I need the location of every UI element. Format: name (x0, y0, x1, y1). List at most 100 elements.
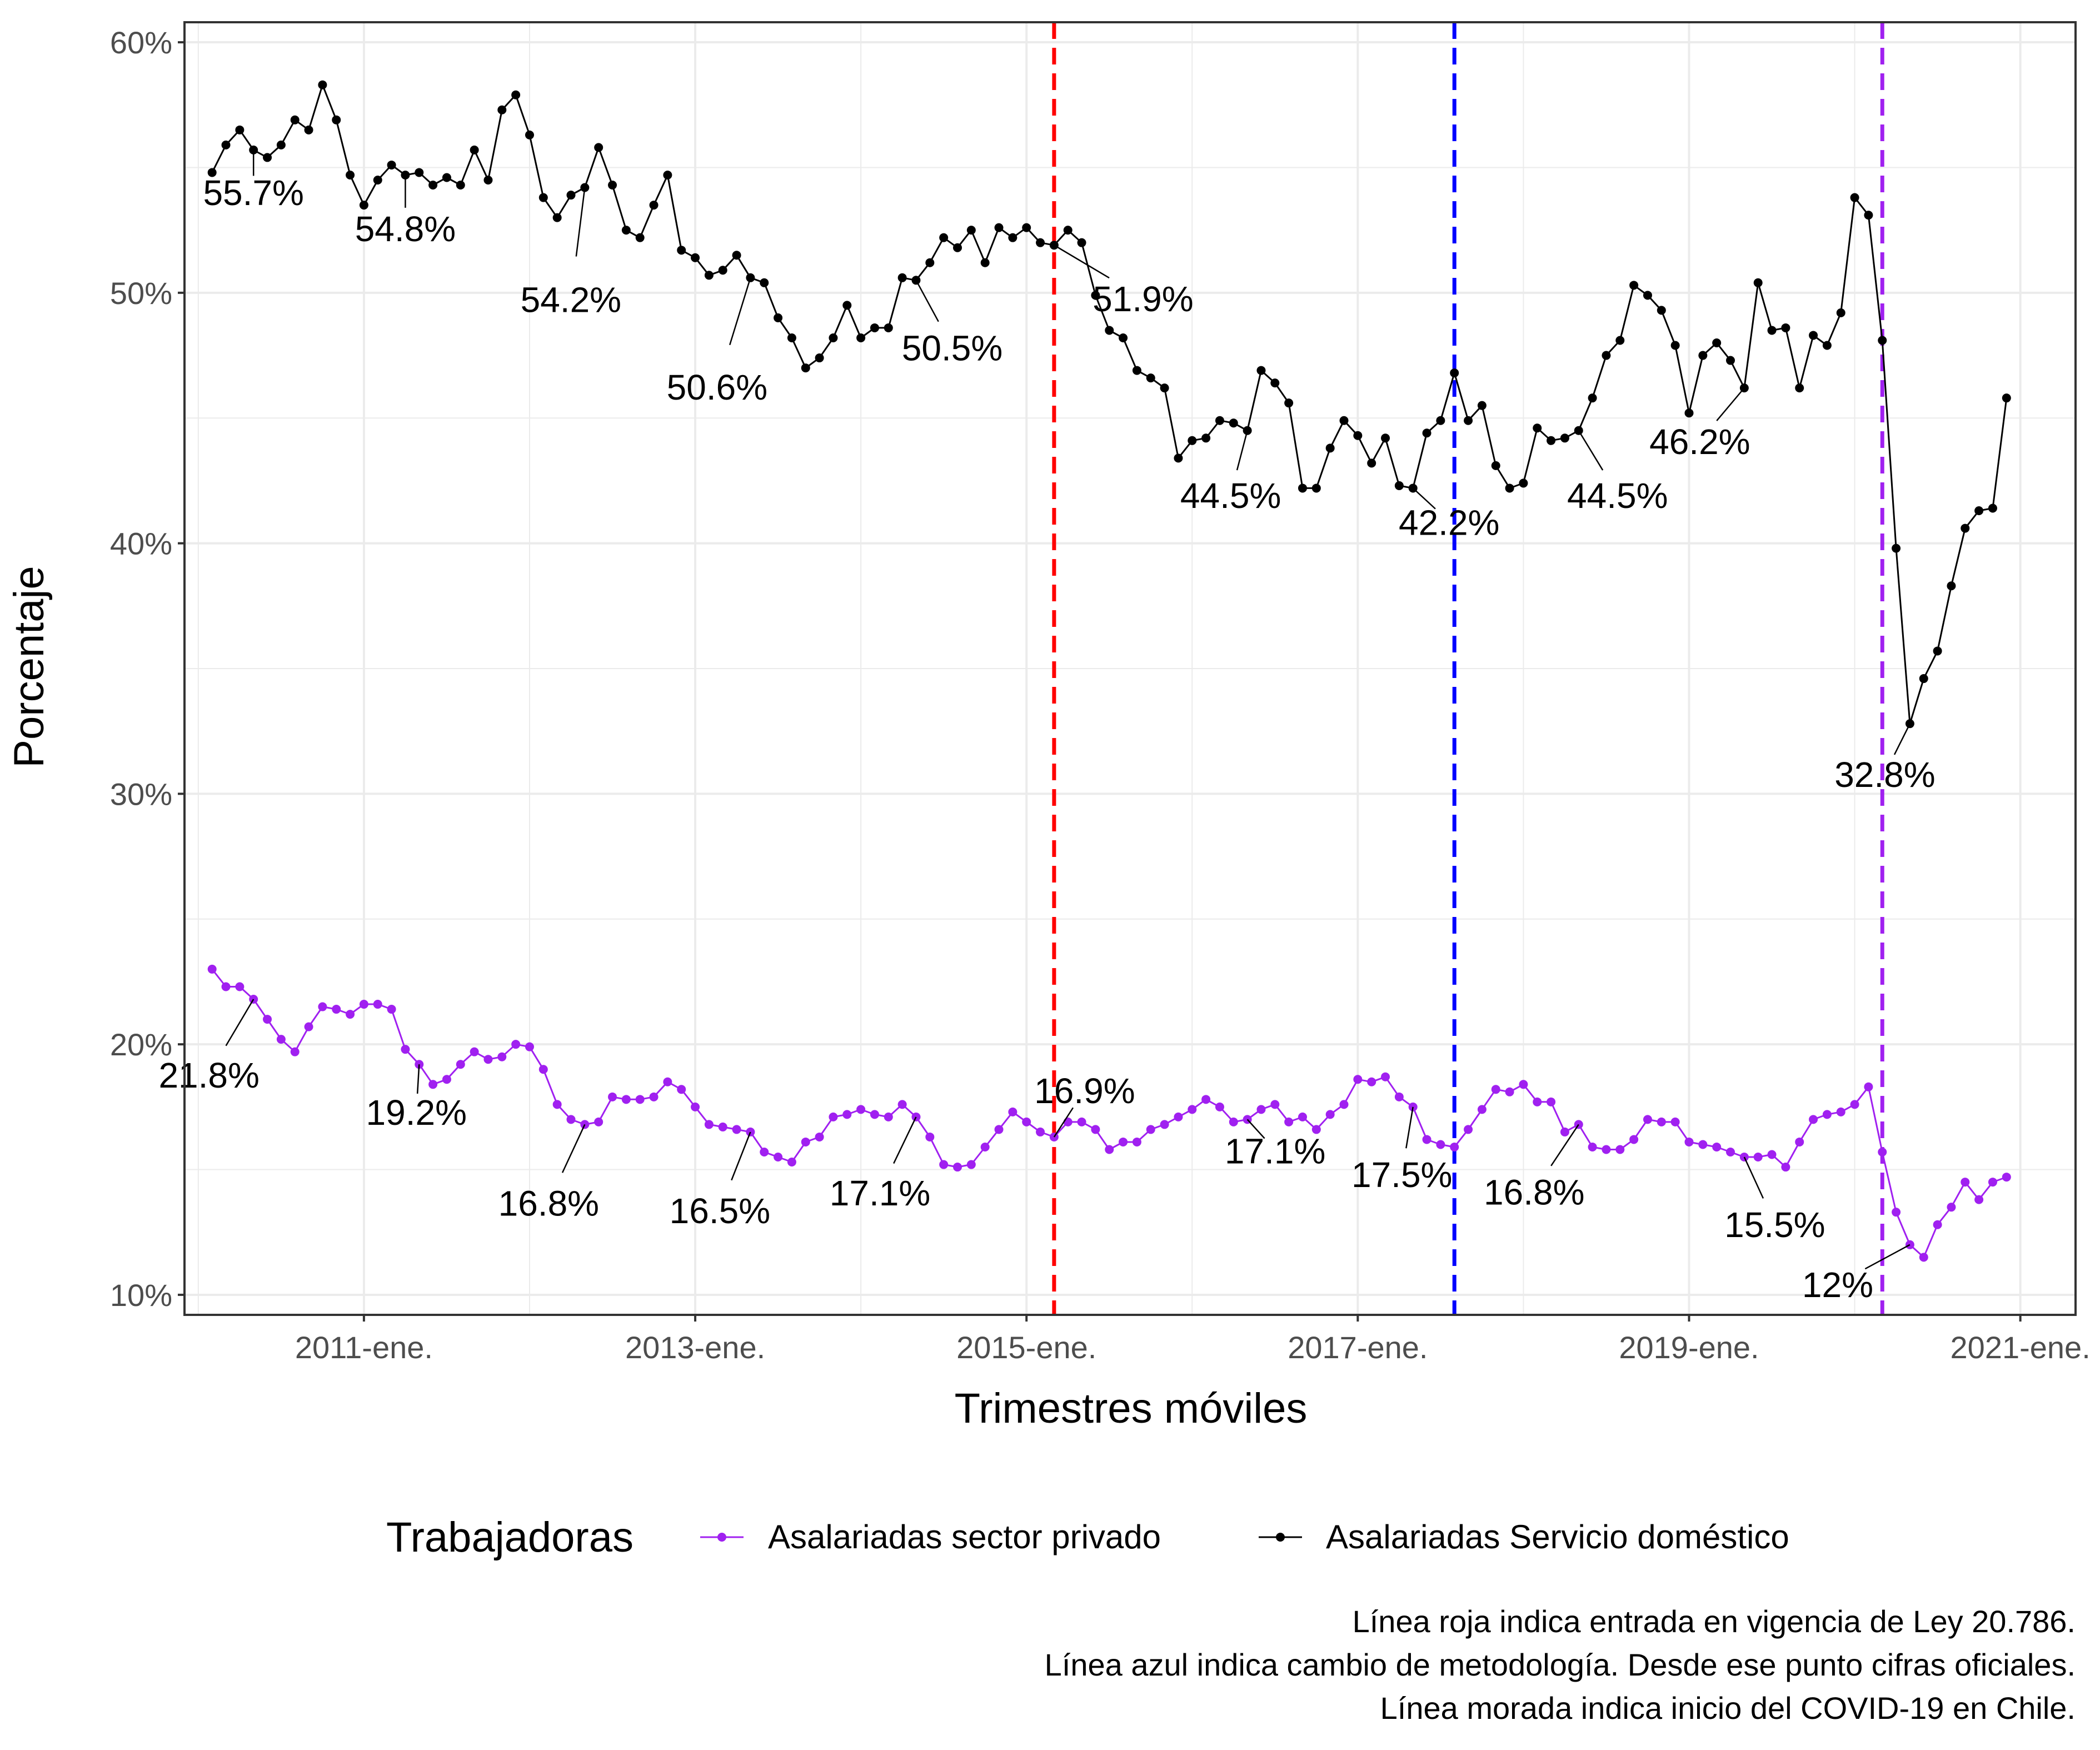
data-label: 50.5% (902, 328, 1002, 368)
data-point-asalariadas-sector-privado (663, 1077, 672, 1086)
data-point-asalariadas-sector-privado (649, 1092, 659, 1101)
data-point-asalariadas-servicio-domestico (428, 181, 438, 190)
plot-panel-border (183, 21, 2077, 1316)
data-point-asalariadas-servicio-domestico (1477, 401, 1487, 410)
data-point-asalariadas-servicio-domestico (207, 168, 217, 177)
data-point-asalariadas-servicio-domestico (470, 145, 479, 154)
data-point-asalariadas-sector-privado (1284, 1117, 1294, 1126)
data-point-asalariadas-sector-privado (608, 1092, 617, 1101)
data-point-asalariadas-servicio-domestico (1615, 336, 1625, 345)
data-point-asalariadas-servicio-domestico (235, 125, 245, 134)
data-point-asalariadas-servicio-domestico (718, 266, 727, 275)
data-point-asalariadas-servicio-domestico (939, 233, 949, 242)
data-point-asalariadas-sector-privado (718, 1122, 727, 1131)
data-point-asalariadas-servicio-domestico (1063, 226, 1073, 235)
data-point-asalariadas-sector-privado (966, 1160, 976, 1169)
data-point-asalariadas-servicio-domestico (1229, 418, 1238, 428)
data-point-asalariadas-sector-privado (276, 1035, 286, 1044)
data-label-leader (225, 999, 255, 1046)
reference-lines (1052, 22, 1884, 1315)
data-point-asalariadas-servicio-domestico (1629, 281, 1639, 290)
data-point-asalariadas-servicio-domestico (994, 223, 1004, 232)
data-point-asalariadas-servicio-domestico (1643, 291, 1652, 300)
data-point-asalariadas-servicio-domestico (1091, 291, 1100, 300)
x-tick-label: 2015-ene. (956, 1330, 1096, 1365)
x-tick-label: 2021-ene. (1951, 1330, 2091, 1365)
data-point-asalariadas-servicio-domestico (925, 258, 935, 267)
data-point-asalariadas-sector-privado (497, 1052, 507, 1061)
data-point-asalariadas-sector-privado (1311, 1125, 1321, 1134)
axes: 10% 20% 30% 40% 50% 60% 2011-ene. 2013-ene. 2015… (110, 25, 2091, 1365)
data-point-asalariadas-servicio-domestico (497, 105, 507, 114)
data-point-asalariadas-servicio-domestico (346, 170, 355, 180)
data-point-asalariadas-servicio-domestico (760, 278, 769, 287)
data-point-asalariadas-servicio-domestico (1201, 433, 1211, 443)
data-point-asalariadas-sector-privado (1533, 1097, 1542, 1106)
data-point-asalariadas-servicio-domestico (318, 80, 327, 89)
data-point-asalariadas-servicio-domestico (1822, 341, 1832, 350)
data-point-asalariadas-sector-privado (815, 1132, 824, 1141)
data-point-asalariadas-servicio-domestico (1947, 581, 1956, 591)
data-label: 19.2% (366, 1093, 467, 1133)
data-point-asalariadas-sector-privado (1491, 1085, 1500, 1094)
data-label: 54.2% (521, 280, 621, 320)
data-point-asalariadas-servicio-domestico (1519, 478, 1528, 488)
data-point-asalariadas-sector-privado (1174, 1112, 1183, 1121)
data-point-asalariadas-sector-privado (2002, 1173, 2011, 1182)
data-point-asalariadas-servicio-domestico (787, 333, 796, 342)
data-label-leader (1578, 430, 1604, 471)
data-point-asalariadas-sector-privado (538, 1065, 548, 1074)
data-point-asalariadas-sector-privado (290, 1047, 300, 1056)
data-point-asalariadas-servicio-domestico (1036, 238, 1045, 247)
data-point-asalariadas-sector-privado (387, 1005, 396, 1014)
gridlines (184, 22, 2076, 1315)
legend-label-sector-privado: Asalariadas sector privado (768, 1518, 1161, 1555)
data-point-asalariadas-servicio-domestico (2002, 393, 2011, 403)
data-point-asalariadas-servicio-domestico (856, 333, 866, 342)
data-point-asalariadas-servicio-domestico (1022, 223, 1031, 232)
data-point-asalariadas-servicio-domestico (276, 140, 286, 149)
data-point-asalariadas-servicio-domestico (1394, 481, 1404, 490)
data-point-asalariadas-servicio-domestico (1560, 433, 1569, 443)
data-point-asalariadas-servicio-domestico (1188, 436, 1197, 445)
data-point-asalariadas-servicio-domestico (1381, 433, 1390, 443)
data-point-asalariadas-sector-privado (925, 1132, 935, 1141)
x-tick-label: 2019-ene. (1619, 1330, 1759, 1365)
legend-title: Trabajadoras (386, 1514, 634, 1561)
data-label: 16.5% (670, 1191, 770, 1231)
data-label: 17.1% (1225, 1131, 1325, 1171)
data-point-asalariadas-servicio-domestico (1491, 461, 1500, 470)
data-point-asalariadas-sector-privado (774, 1153, 783, 1162)
data-point-asalariadas-sector-privado (1809, 1115, 1818, 1124)
data-label-leader (416, 1064, 420, 1094)
data-point-asalariadas-sector-privado (1119, 1137, 1128, 1146)
data-point-asalariadas-servicio-domestico (966, 226, 976, 235)
data-point-asalariadas-servicio-domestico (897, 273, 907, 282)
data-label-leader (1864, 1244, 1911, 1270)
data-label-leader (575, 187, 586, 257)
y-tick-label: 50% (110, 276, 172, 311)
data-point-asalariadas-servicio-domestico (1215, 416, 1224, 425)
data-point-asalariadas-servicio-domestico (1505, 483, 1514, 493)
data-label: 32.8% (1834, 755, 1935, 795)
data-point-asalariadas-sector-privado (1229, 1117, 1238, 1126)
data-point-asalariadas-sector-privado (1450, 1142, 1459, 1151)
data-point-asalariadas-sector-privado (980, 1142, 990, 1151)
data-point-asalariadas-servicio-domestico (732, 251, 741, 260)
data-point-asalariadas-sector-privado (1629, 1135, 1639, 1144)
data-point-asalariadas-servicio-domestico (1464, 416, 1473, 425)
data-point-asalariadas-servicio-domestico (1919, 674, 1928, 684)
data-point-asalariadas-sector-privado (732, 1125, 741, 1134)
data-point-asalariadas-servicio-domestico (1850, 193, 1859, 202)
data-point-asalariadas-sector-privado (373, 1000, 382, 1009)
data-point-asalariadas-servicio-domestico (842, 301, 852, 310)
data-label-leader (893, 1116, 917, 1164)
data-point-asalariadas-servicio-domestico (1767, 326, 1777, 335)
data-point-asalariadas-sector-privado (511, 1040, 521, 1049)
data-label: 50.6% (667, 367, 767, 407)
data-point-asalariadas-sector-privado (1270, 1100, 1280, 1109)
data-label-leader (1412, 487, 1436, 510)
data-label-leader (1054, 245, 1110, 279)
data-point-asalariadas-sector-privado (1505, 1087, 1514, 1096)
data-point-asalariadas-servicio-domestico (1008, 233, 1017, 242)
